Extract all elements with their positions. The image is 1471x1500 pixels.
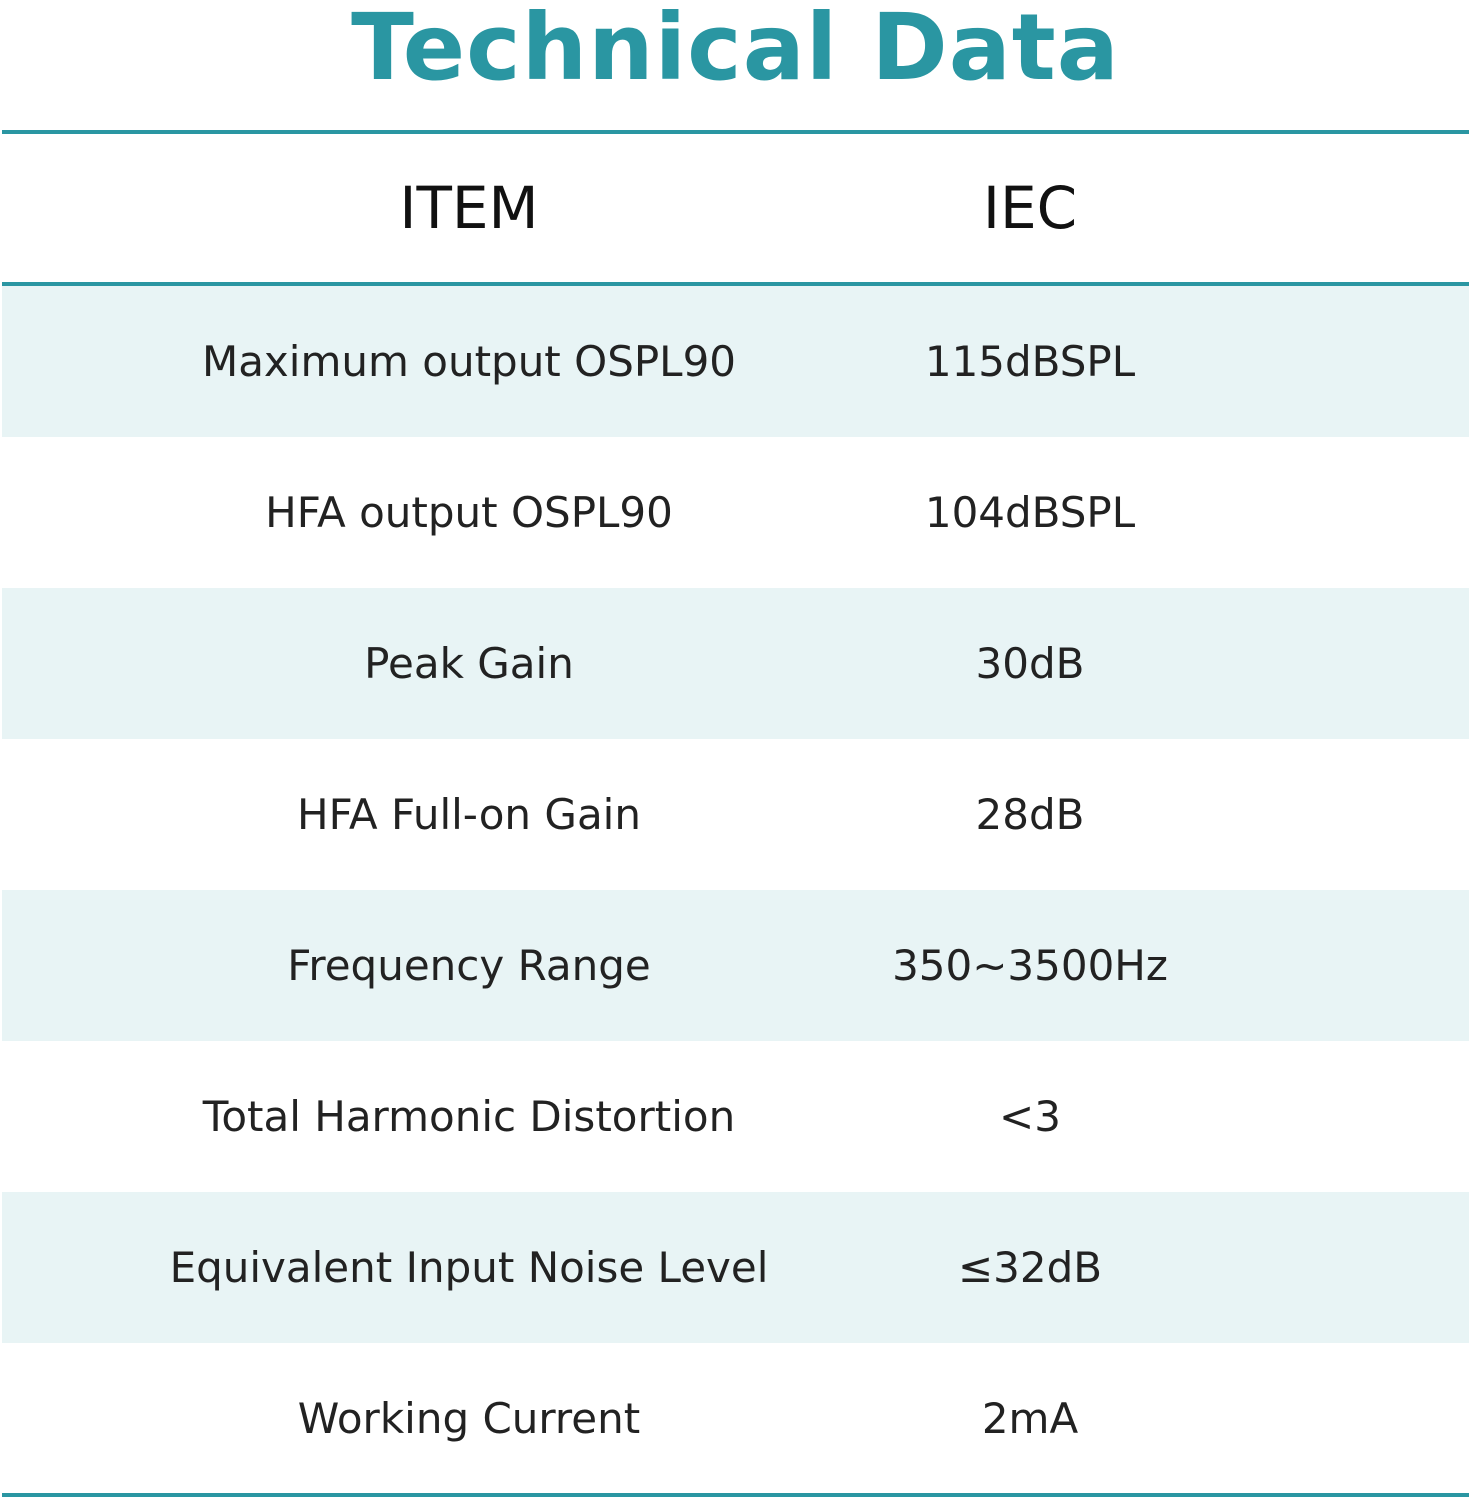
spec-table: Maximum output OSPL90 115dBSPL HFA outpu… — [2, 286, 1469, 1494]
header-divider — [2, 282, 1469, 286]
bottom-divider — [2, 1493, 1469, 1497]
table-row: Total Harmonic Distortion <3 — [2, 1041, 1469, 1192]
row-iec-value: 28dB — [975, 790, 1085, 839]
column-header-iec: IEC — [982, 174, 1078, 242]
table-row: Frequency Range 350~3500Hz — [2, 890, 1469, 1041]
row-item-label: Working Current — [297, 1394, 641, 1443]
row-item-label: Maximum output OSPL90 — [201, 337, 737, 386]
table-row: HFA Full-on Gain 28dB — [2, 739, 1469, 890]
row-iec-value: <3 — [999, 1092, 1061, 1141]
top-divider — [2, 130, 1469, 134]
row-item-label: HFA output OSPL90 — [265, 488, 673, 537]
row-item-label: Peak Gain — [364, 639, 574, 688]
row-item-label: Total Harmonic Distortion — [202, 1092, 736, 1141]
page-title: Technical Data — [351, 0, 1120, 101]
row-item-label: Equivalent Input Noise Level — [169, 1243, 769, 1292]
table-row: HFA output OSPL90 104dBSPL — [2, 437, 1469, 588]
row-iec-value: 350~3500Hz — [892, 941, 1168, 990]
row-item-label: HFA Full-on Gain — [297, 790, 641, 839]
table-row: Working Current 2mA — [2, 1343, 1469, 1494]
row-iec-value: 115dBSPL — [924, 337, 1136, 386]
row-iec-value: 30dB — [975, 639, 1085, 688]
row-iec-value: ≤32dB — [957, 1243, 1103, 1292]
row-iec-value: 104dBSPL — [924, 488, 1136, 537]
table-row: Equivalent Input Noise Level ≤32dB — [2, 1192, 1469, 1343]
table-header: ITEM IEC — [2, 134, 1469, 282]
row-iec-value: 2mA — [981, 1394, 1079, 1443]
column-header-item: ITEM — [399, 174, 539, 242]
table-row: Peak Gain 30dB — [2, 588, 1469, 739]
row-item-label: Frequency Range — [287, 941, 651, 990]
table-row: Maximum output OSPL90 115dBSPL — [2, 286, 1469, 437]
